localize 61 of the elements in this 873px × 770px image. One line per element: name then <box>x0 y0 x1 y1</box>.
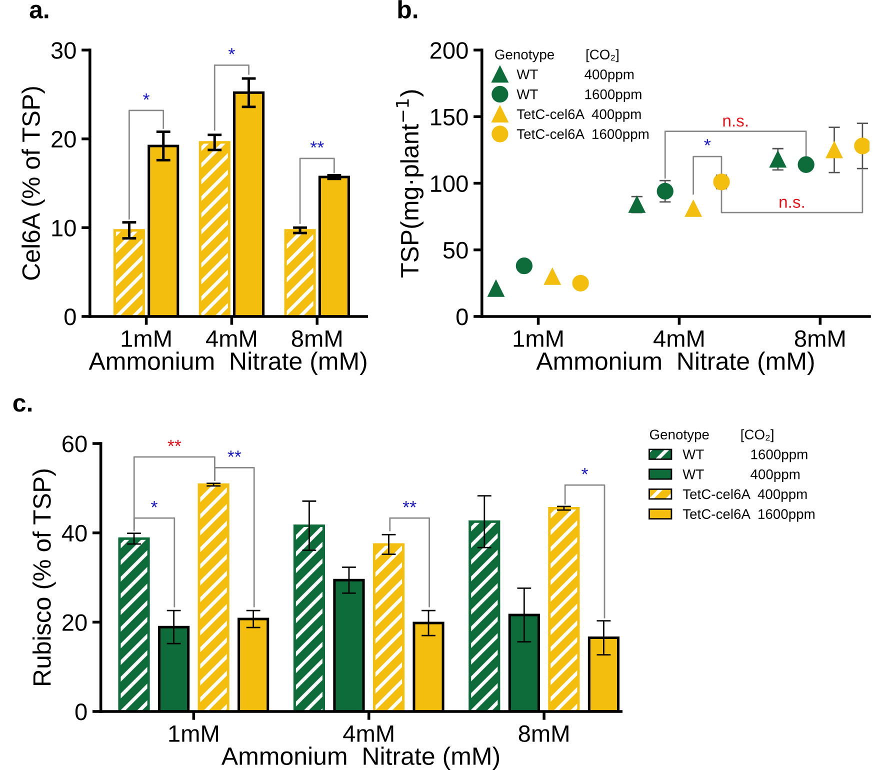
y-tick-label: 60 <box>62 436 87 452</box>
y-tick-label: 200 <box>430 42 468 59</box>
annotation: * <box>228 48 235 54</box>
x-tick-label: 1mM <box>122 330 171 347</box>
x-tick-label: 8mM <box>292 330 342 348</box>
annotation: ** <box>310 141 324 148</box>
bar <box>113 229 145 316</box>
bar <box>372 543 405 712</box>
legend-title: Genotype [CO₂] <box>650 429 774 442</box>
legend-label: TetC-cel6A 1600ppm <box>516 128 648 142</box>
annotation: ** <box>402 501 416 508</box>
legend-label: WT 400ppm <box>682 469 800 482</box>
x-tick-label: 8mM <box>794 330 844 348</box>
y-tick-label: 100 <box>431 175 468 192</box>
bar <box>118 537 150 712</box>
annotation: * <box>704 139 711 146</box>
x-tick-label: 1mM <box>169 726 218 742</box>
y-tick-label: 20 <box>52 130 76 148</box>
annotation: * <box>151 501 158 508</box>
annotation: * <box>143 93 150 100</box>
annotation: ** <box>168 440 182 446</box>
chart-title: c. <box>13 398 32 412</box>
bar <box>198 483 230 712</box>
chart-title: b. <box>398 0 418 18</box>
bar <box>198 141 230 316</box>
y-tick-label: 10 <box>52 220 76 236</box>
x-tick-label: 4mM <box>206 330 256 347</box>
legend-label: TetC-cel6A 400ppm <box>516 108 641 122</box>
legend-label: TetC-cel6A 1600ppm <box>682 508 814 522</box>
y-axis-title: Cel6A (% of TSP) <box>22 87 45 280</box>
chart-title: a. <box>30 4 48 18</box>
bar <box>548 507 580 712</box>
y-tick-label: 30 <box>51 42 76 59</box>
annotation: * <box>582 468 588 474</box>
x-tick-label: 4mM <box>343 726 394 742</box>
annotation: n.s. <box>723 118 748 127</box>
legend-label: WT 1600ppm <box>682 449 808 462</box>
bar <box>293 524 326 712</box>
x-tick-label: 4mM <box>654 330 704 347</box>
y-tick-label: 20 <box>62 614 87 631</box>
y-axis-title: Rubisco (% of TSP) <box>32 470 56 685</box>
legend-label: WT 400ppm <box>516 69 634 82</box>
x-axis-title: Ammonium Nitrate (mM) <box>221 746 500 770</box>
y-tick-label: 150 <box>431 108 468 126</box>
legend-label: WT 1600ppm <box>516 89 642 102</box>
legend-title: Genotype [CO₂] <box>495 49 618 62</box>
bar <box>468 520 500 712</box>
y-tick-label: 0 <box>456 308 468 326</box>
y-tick-label: 0 <box>64 308 76 326</box>
y-tick-label: 40 <box>62 524 87 542</box>
annotation: n.s. <box>780 198 804 208</box>
legend-label: TetC-cel6A 400ppm <box>682 488 807 502</box>
bar <box>284 229 316 316</box>
x-tick-label: 8mM <box>518 725 568 742</box>
y-tick-label: 0 <box>75 704 87 720</box>
x-axis-title: Ammonium Nitrate (mM) <box>536 352 814 375</box>
y-tick-label: 50 <box>443 242 468 259</box>
y-axis-title: TSP(mg·plant$^{−1}$) <box>396 90 424 278</box>
x-axis-title: Ammonium Nitrate (mM) <box>88 352 366 375</box>
annotation: ** <box>228 450 242 457</box>
x-tick-label: 1mM <box>514 330 563 347</box>
